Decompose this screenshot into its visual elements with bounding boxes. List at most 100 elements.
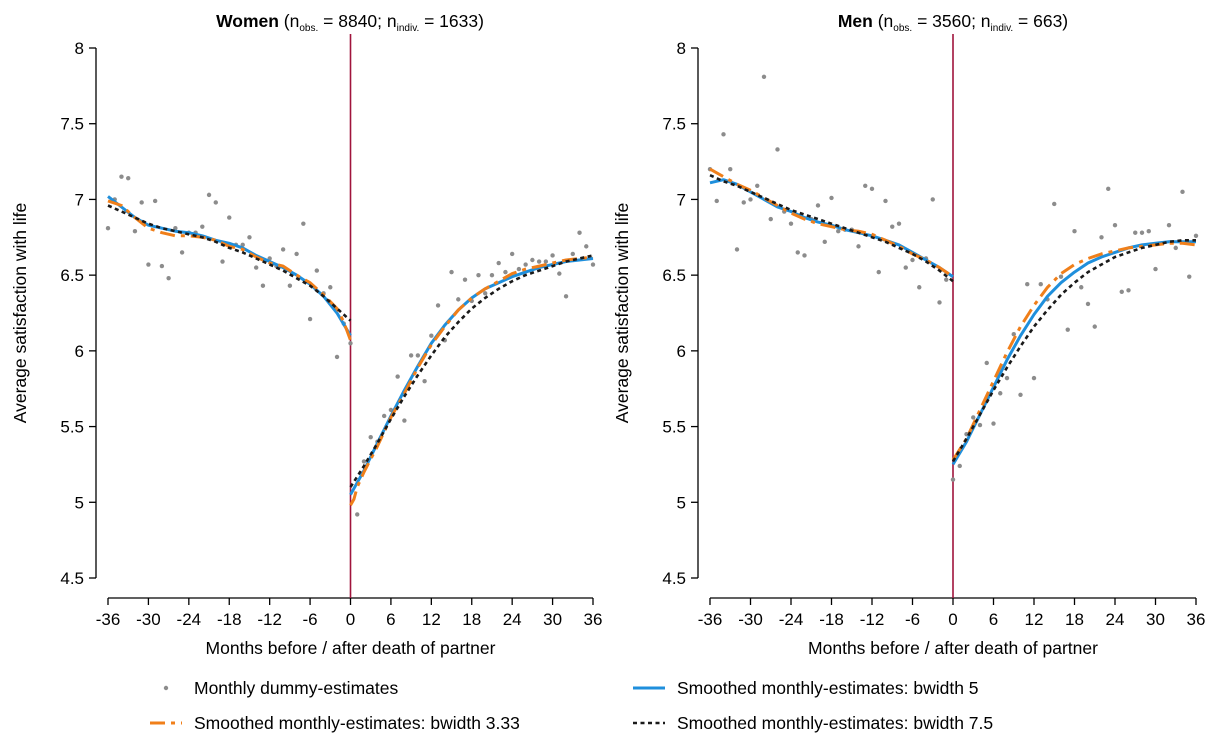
data-point: [883, 198, 888, 204]
x-tick-label: 36: [584, 610, 603, 629]
x-tick-label: 36: [1187, 610, 1206, 629]
men-bw333-line-after: [951, 241, 1197, 461]
data-point: [876, 269, 881, 275]
data-point: [748, 197, 753, 202]
data-point: [741, 200, 746, 205]
x-tick-label: 30: [1146, 610, 1165, 629]
x-tick-label: 6: [989, 610, 998, 629]
data-point: [543, 259, 549, 264]
x-tick-label: 0: [948, 610, 957, 629]
data-point: [971, 415, 976, 420]
title-text: = 1633): [419, 11, 484, 31]
data-point: [280, 247, 286, 252]
data-point: [402, 418, 407, 423]
data-point: [132, 229, 138, 234]
data-point: [206, 192, 212, 198]
data-point: [1133, 230, 1138, 235]
data-point: [395, 374, 400, 379]
data-point: [1193, 233, 1199, 238]
data-point: [563, 294, 569, 299]
men-title: Men (nobs. = 3560; nindiv. = 663): [838, 11, 1068, 34]
data-point: [489, 272, 495, 278]
data-point: [449, 269, 454, 275]
y-tick-label: 6: [677, 342, 686, 361]
women-x-axis-title: Months before / after death of partner: [206, 638, 496, 658]
data-point: [294, 251, 299, 257]
data-point: [1139, 230, 1145, 235]
legend-label: Smoothed monthly-estimates: bwidth 7.5: [677, 713, 993, 733]
data-point: [509, 251, 515, 257]
y-tick-label: 6: [75, 342, 84, 361]
data-point: [1031, 375, 1037, 381]
data-point: [984, 360, 989, 366]
data-point: [1085, 301, 1091, 307]
data-point: [550, 253, 555, 258]
men-bw5-line-after: [951, 240, 1196, 466]
data-point: [584, 244, 589, 249]
data-point: [1004, 375, 1010, 381]
data-point: [523, 262, 528, 267]
data-point: [755, 183, 760, 188]
women-bw5-line-after: [349, 257, 594, 496]
y-tick-label: 8: [677, 39, 686, 58]
x-tick-label: -6: [303, 610, 318, 629]
legend-dot-swatch: [163, 685, 169, 691]
data-point: [896, 221, 902, 226]
x-tick-label: 12: [1025, 610, 1044, 629]
y-tick-label: 6.5: [60, 266, 84, 285]
data-point: [146, 262, 151, 267]
data-point: [944, 277, 949, 282]
women-points: [105, 174, 596, 517]
data-point: [260, 283, 266, 288]
data-point: [516, 266, 522, 272]
women-panel: Women (nobs. = 8840; nindiv. = 1633) 4.5 5…: [10, 11, 602, 658]
data-point: [768, 216, 773, 222]
data-point: [1011, 332, 1016, 337]
y-tick-label: 7.5: [662, 115, 686, 134]
women-bw75-line-before: [107, 204, 352, 322]
data-point: [1173, 245, 1178, 251]
legend-item-bw333: Smoothed monthly-estimates: bwidth 3.33: [150, 713, 520, 733]
title-text: (n: [279, 11, 299, 31]
data-point: [307, 316, 313, 322]
x-tick-label: -12: [257, 610, 282, 629]
data-point: [714, 198, 719, 204]
data-point: [126, 176, 131, 181]
x-tick-label: -18: [819, 610, 844, 629]
data-point: [1092, 324, 1097, 329]
y-tick-label: 7: [677, 190, 686, 209]
data-point: [287, 283, 293, 288]
data-point: [590, 262, 596, 267]
y-tick-label: 4.5: [662, 569, 686, 588]
data-point: [1099, 235, 1104, 240]
data-point: [456, 297, 461, 302]
data-point: [213, 200, 218, 205]
data-point: [721, 132, 726, 137]
y-tick-label: 7: [75, 190, 84, 209]
data-point: [422, 378, 427, 384]
x-tick-label: 18: [1065, 610, 1084, 629]
data-point: [179, 250, 185, 255]
x-tick-label: 18: [462, 610, 481, 629]
data-point: [227, 215, 232, 220]
data-point: [530, 257, 535, 263]
data-point: [503, 269, 508, 275]
legend-item-bw5: Smoothed monthly-estimates: bwidth 5: [633, 678, 979, 698]
x-tick-label: -36: [96, 610, 121, 629]
data-point: [977, 422, 983, 428]
data-point: [408, 353, 414, 358]
men-x-axis-title: Months before / after death of partner: [808, 638, 1098, 658]
x-tick-label: -18: [217, 610, 242, 629]
data-point: [998, 391, 1003, 396]
x-tick-label: -12: [860, 610, 885, 629]
data-point: [775, 147, 780, 152]
data-point: [930, 197, 935, 202]
title-subscript: indiv.: [991, 23, 1014, 34]
women-bw333-line-after: [349, 255, 594, 507]
title-text: = 3560; n: [912, 11, 990, 31]
title-bold: Men: [838, 11, 873, 31]
data-point: [1153, 266, 1158, 272]
data-point: [1146, 229, 1151, 234]
